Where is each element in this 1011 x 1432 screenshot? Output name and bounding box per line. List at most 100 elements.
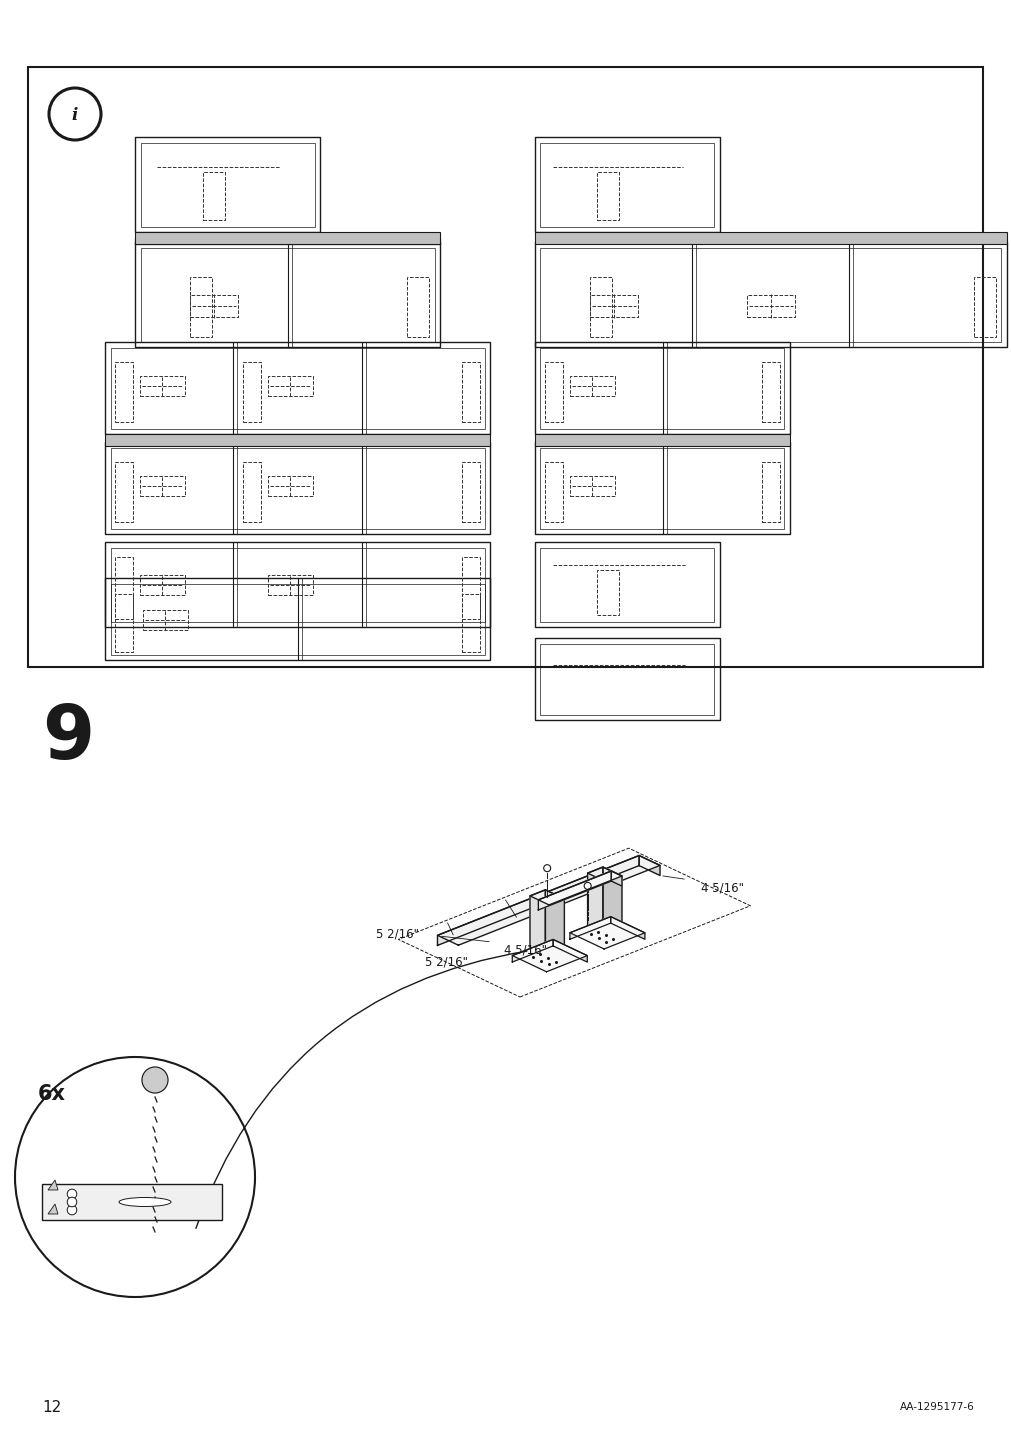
Bar — [140, 475, 185, 495]
Polygon shape — [48, 1204, 58, 1214]
Polygon shape — [587, 866, 622, 882]
Bar — [134, 238, 440, 243]
Bar — [589, 295, 637, 316]
Bar — [535, 242, 1006, 347]
Bar — [540, 248, 1000, 341]
Bar — [243, 463, 261, 523]
Bar — [115, 557, 132, 619]
Circle shape — [67, 1189, 77, 1199]
Text: 9: 9 — [42, 702, 94, 775]
Bar — [540, 643, 714, 715]
Bar — [569, 377, 615, 397]
Polygon shape — [569, 916, 610, 939]
Polygon shape — [611, 871, 622, 886]
Bar — [110, 583, 484, 654]
Bar — [540, 448, 784, 528]
Circle shape — [142, 1067, 168, 1093]
Bar — [569, 475, 615, 495]
Bar — [190, 276, 211, 337]
Polygon shape — [545, 889, 564, 952]
Bar — [462, 594, 479, 652]
Bar — [115, 362, 132, 422]
Polygon shape — [538, 871, 622, 905]
Bar — [134, 137, 319, 232]
Bar — [105, 434, 489, 445]
Bar — [462, 362, 479, 422]
Bar — [973, 276, 995, 337]
Bar — [105, 442, 489, 534]
Bar — [589, 276, 612, 337]
Polygon shape — [639, 855, 659, 875]
Bar — [143, 610, 188, 630]
Bar — [462, 463, 479, 523]
Bar — [761, 362, 779, 422]
Bar — [243, 362, 261, 422]
Polygon shape — [530, 889, 564, 905]
Polygon shape — [603, 866, 622, 929]
Bar — [134, 232, 440, 243]
Polygon shape — [538, 871, 611, 909]
Bar — [535, 232, 1006, 243]
Bar — [540, 143, 714, 226]
Text: 5 2/16": 5 2/16" — [425, 957, 467, 969]
Bar — [535, 639, 719, 720]
Polygon shape — [569, 916, 644, 949]
Bar — [535, 442, 790, 534]
Bar — [203, 172, 224, 221]
Bar — [105, 342, 489, 434]
Circle shape — [67, 1206, 77, 1214]
Polygon shape — [512, 939, 586, 972]
Bar — [406, 276, 429, 337]
Polygon shape — [512, 939, 553, 962]
Text: 4 5/16": 4 5/16" — [700, 881, 743, 894]
Polygon shape — [530, 889, 545, 949]
Polygon shape — [553, 939, 586, 962]
Polygon shape — [437, 855, 639, 945]
Bar — [268, 576, 313, 596]
Bar — [105, 579, 489, 660]
Bar — [134, 235, 440, 238]
Circle shape — [15, 1057, 255, 1297]
Polygon shape — [42, 1184, 221, 1220]
Bar — [134, 242, 440, 347]
Bar — [141, 143, 314, 226]
Text: i: i — [72, 106, 78, 123]
Bar — [110, 348, 484, 428]
Bar — [761, 463, 779, 523]
Text: 6x: 6x — [38, 1084, 66, 1104]
Polygon shape — [48, 1180, 58, 1190]
Bar — [540, 547, 714, 621]
Bar — [545, 463, 562, 523]
Bar — [105, 541, 489, 627]
Text: AA-1295177-6: AA-1295177-6 — [900, 1402, 974, 1412]
Text: 12: 12 — [42, 1399, 62, 1415]
Bar — [535, 342, 790, 434]
Bar — [110, 448, 484, 528]
Bar — [268, 475, 313, 495]
Text: 5 2/16": 5 2/16" — [375, 928, 419, 941]
Text: 4 5/16": 4 5/16" — [504, 944, 547, 957]
Bar — [596, 172, 619, 221]
Bar — [110, 547, 484, 621]
Bar — [115, 594, 132, 652]
Bar — [140, 576, 185, 596]
Bar — [141, 248, 435, 341]
Bar — [535, 541, 719, 627]
Bar — [540, 348, 784, 428]
Bar — [596, 570, 619, 614]
Polygon shape — [610, 916, 644, 939]
Bar — [140, 377, 185, 397]
Bar — [28, 67, 982, 667]
Bar — [535, 137, 719, 232]
Bar — [545, 362, 562, 422]
Bar — [268, 377, 313, 397]
Bar — [190, 295, 238, 316]
Bar — [115, 463, 132, 523]
Bar — [746, 295, 795, 316]
Ellipse shape — [119, 1197, 171, 1207]
Bar — [535, 434, 790, 445]
Polygon shape — [437, 855, 659, 945]
Bar — [462, 557, 479, 619]
Circle shape — [67, 1197, 77, 1207]
Polygon shape — [587, 866, 603, 927]
